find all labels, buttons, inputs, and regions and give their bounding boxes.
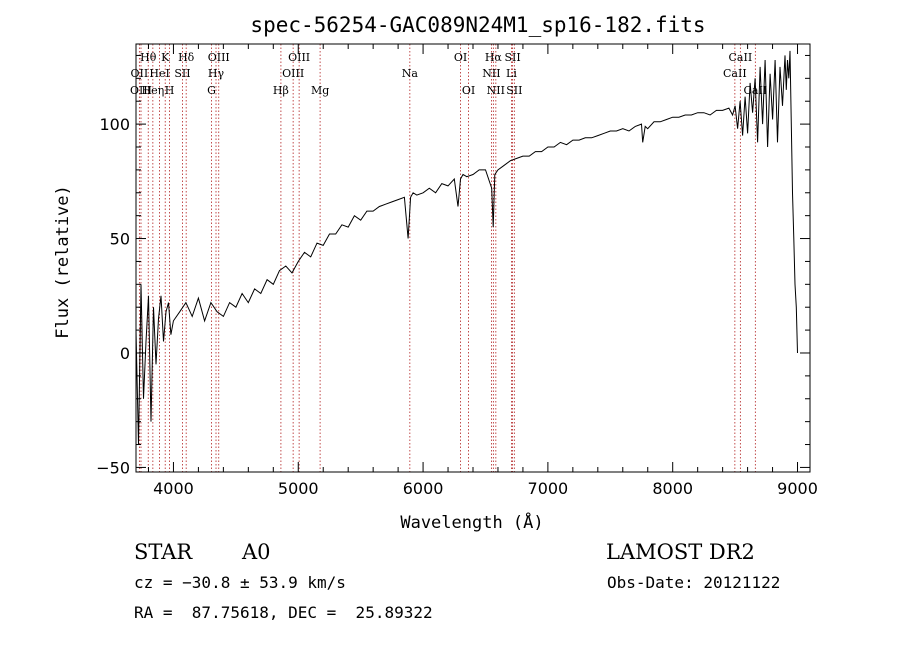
x-tick-label: 7000 (528, 479, 569, 498)
line-label: SII (504, 51, 520, 64)
object-class: STAR (134, 540, 193, 564)
line-label: CaII (729, 51, 753, 64)
line-label: Hγ (208, 67, 225, 80)
line-label: OIII (282, 67, 304, 80)
x-tick-label: 6000 (403, 479, 444, 498)
x-tick-label: 9000 (777, 479, 818, 498)
y-tick-label: 50 (110, 230, 130, 249)
line-label: NII (487, 84, 505, 97)
y-tick-label: 0 (120, 344, 130, 363)
line-label: Na (402, 67, 419, 80)
spectrum-line (135, 50, 798, 445)
line-label: Hδ (178, 51, 195, 64)
line-label: Hθ (140, 51, 157, 64)
line-label: H (165, 84, 175, 97)
line-label: Hα (485, 51, 503, 64)
x-tick-label: 5000 (278, 479, 319, 498)
line-label: SII (506, 84, 522, 97)
line-label: Heη (141, 84, 164, 97)
x-axis-label: Wavelength (Å) (400, 511, 543, 533)
y-tick-label: −50 (96, 458, 130, 477)
line-label: G (207, 84, 216, 97)
redshift-text: cz = −30.8 ± 53.9 km/s (134, 573, 346, 592)
line-label: Li (506, 67, 517, 80)
line-label: OIII (288, 51, 310, 64)
line-label: OII (131, 67, 149, 80)
spectral-line-markers (138, 44, 756, 472)
line-label: OI (454, 51, 467, 64)
line-label: NII (482, 67, 500, 80)
chart-title: spec-56254-GAC089N24M1_sp16-182.fits (250, 13, 705, 37)
plot-area (135, 50, 798, 445)
axes: 4000 5000 6000 7000 8000 9000 −50 0 50 100 (96, 43, 818, 498)
x-tick-label: 4000 (153, 479, 194, 498)
line-label: OIII (130, 84, 152, 97)
coordinates-text: RA = 87.75618, DEC = 25.89322 (134, 603, 433, 622)
line-label: OI (462, 84, 475, 97)
line-label: SII (174, 67, 190, 80)
survey-name: LAMOST DR2 (606, 540, 755, 564)
obs-date-text: Obs-Date: 20121122 (607, 573, 781, 592)
object-subclass: A0 (242, 540, 271, 564)
line-label: OIII (208, 51, 230, 64)
line-label: CaII (723, 67, 747, 80)
line-label: Hβ (273, 84, 289, 97)
line-label: CaII (743, 84, 767, 97)
y-tick-label: 100 (99, 115, 130, 134)
plot-frame (135, 43, 811, 473)
line-label: K (161, 51, 170, 64)
line-label: Mg (311, 84, 329, 97)
x-tick-label: 8000 (652, 479, 693, 498)
line-label: HeI (149, 67, 169, 80)
line-labels: HθOIIOIIIHeηHeIKHSIIHδGHγOIIIHβOIIIOIIIM… (130, 51, 767, 97)
y-axis-label: Flux (relative) (53, 185, 73, 339)
